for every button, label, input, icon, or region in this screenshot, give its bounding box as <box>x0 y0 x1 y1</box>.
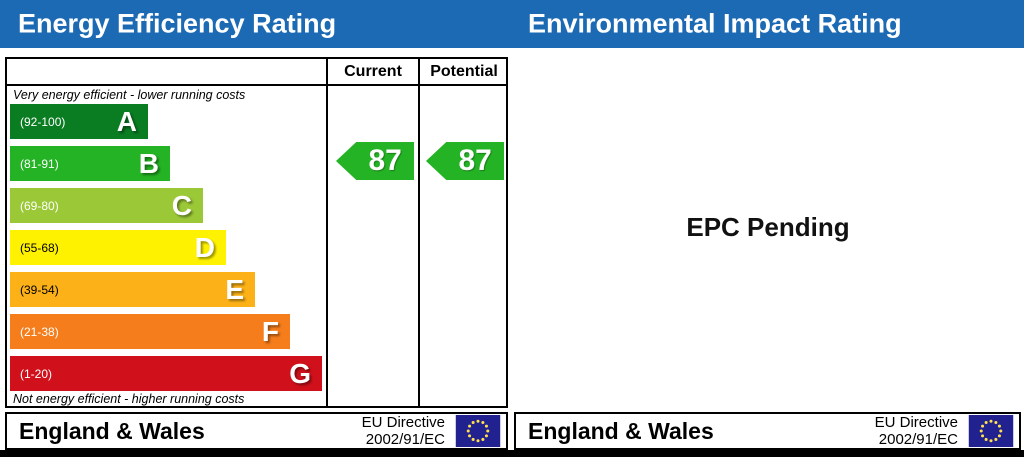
column-divider-chart-current <box>326 57 328 408</box>
inefficient-caption: Not energy efficient - higher running co… <box>13 392 245 406</box>
potential-column-header: Potential <box>430 63 498 80</box>
header-bar: Energy Efficiency Rating Environmental I… <box>0 0 1024 48</box>
header-row-divider <box>5 84 508 86</box>
band-e: (39-54) E <box>10 272 255 307</box>
band-b: (81-91) B <box>10 146 170 181</box>
band-d-range: (55-68) <box>20 240 59 255</box>
band-e-range: (39-54) <box>20 282 59 297</box>
column-divider-current-potential <box>418 57 420 408</box>
left-eu-directive-line2: 2002/91/EC <box>365 431 445 448</box>
epc-pending-text: EPC Pending <box>686 212 850 242</box>
right-eu-directive-line2: 2002/91/EC <box>878 431 958 448</box>
left-region-label: England & Wales <box>19 417 205 444</box>
efficient-caption: Very energy efficient - lower running co… <box>13 88 246 102</box>
band-f-range: (21-38) <box>20 324 59 339</box>
band-c-range: (69-80) <box>20 198 59 213</box>
environmental-impact-title: Environmental Impact Rating <box>528 8 902 39</box>
bottom-black-strip <box>0 450 1024 457</box>
band-c: (69-80) C <box>10 188 203 223</box>
eu-flag-icon <box>455 415 501 447</box>
current-rating-value: 87 <box>368 144 402 177</box>
potential-rating-value: 87 <box>458 144 492 177</box>
band-d: (55-68) D <box>10 230 226 265</box>
right-eu-directive-label: EU Directive 2002/91/EC <box>875 414 958 449</box>
band-f: (21-38) F <box>10 314 290 349</box>
energy-efficiency-title: Energy Efficiency Rating <box>18 8 337 39</box>
band-f-letter: F <box>261 315 279 347</box>
band-c-letter: C <box>171 189 192 221</box>
right-eu-directive-line1: EU Directive <box>874 413 958 431</box>
left-eu-directive-line1: EU Directive <box>361 413 445 431</box>
band-a-letter: A <box>116 105 137 137</box>
band-g: (1-20) G <box>10 356 322 391</box>
right-footer: England & Wales EU Directive 2002/91/EC <box>514 412 1021 450</box>
left-footer: England & Wales EU Directive 2002/91/EC <box>5 412 508 450</box>
current-column-header: Current <box>344 63 402 80</box>
band-b-range: (81-91) <box>20 156 59 171</box>
band-g-range: (1-20) <box>20 366 53 381</box>
right-region-label: England & Wales <box>528 417 714 444</box>
band-e-letter: E <box>225 273 244 305</box>
eu-flag-icon <box>968 415 1014 447</box>
left-eu-directive-label: EU Directive 2002/91/EC <box>362 414 445 449</box>
band-d-letter: D <box>194 231 215 263</box>
band-g-letter: G <box>289 357 311 389</box>
band-a: (92-100) A <box>10 104 148 139</box>
band-b-letter: B <box>138 147 159 179</box>
band-a-range: (92-100) <box>20 114 66 129</box>
